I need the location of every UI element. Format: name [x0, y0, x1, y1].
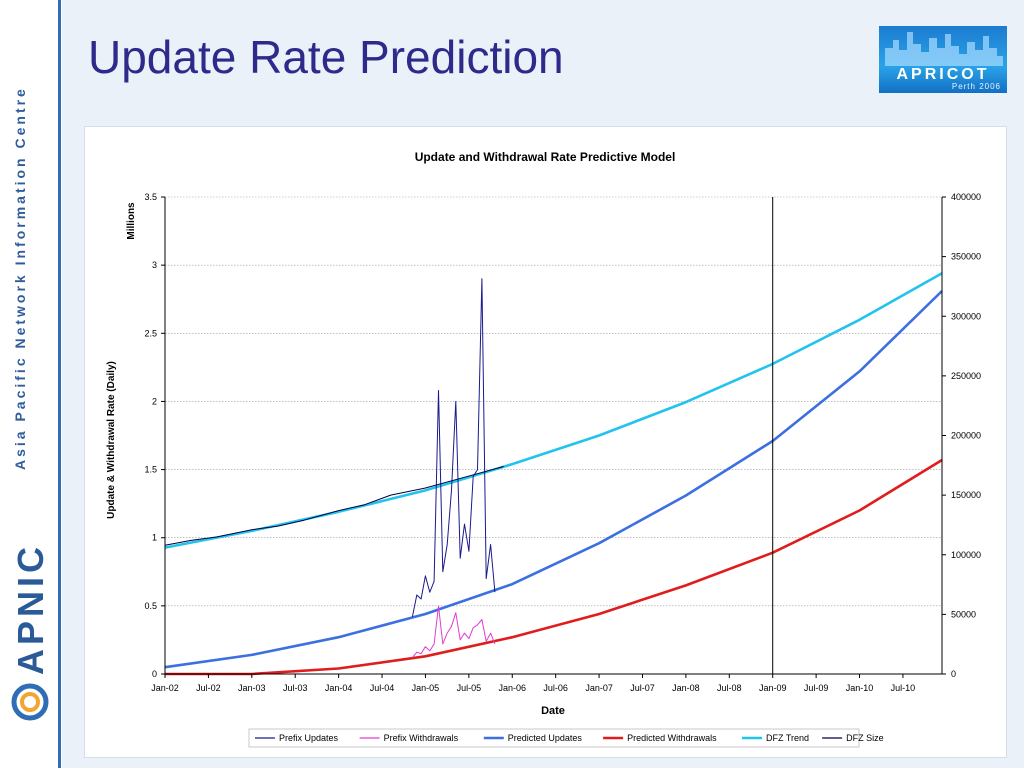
y-tick-label: 0: [152, 669, 157, 679]
y2-tick-label: 400000: [951, 192, 981, 202]
legend-label: Prefix Updates: [279, 733, 339, 743]
legend-label: DFZ Trend: [766, 733, 809, 743]
x-tick-label: Jan-07: [585, 683, 613, 693]
legend-label: DFZ Size: [846, 733, 884, 743]
x-tick-label: Jul-06: [543, 683, 568, 693]
grid-lines: [165, 196, 942, 675]
x-axis-label: Date: [541, 705, 565, 717]
legend-box: [248, 728, 860, 748]
apricot-logo: APRICOT Perth 2006: [879, 26, 1007, 93]
y2-tick-label: 250000: [951, 371, 981, 381]
x-tick-label: Jul-04: [370, 683, 395, 693]
series-dfz-size: [164, 466, 504, 546]
y2-tick-label: 50000: [951, 609, 976, 619]
chart-panel: Update and Withdrawal Rate Predictive Mo…: [84, 126, 1007, 758]
y-tick-label: 2.5: [144, 328, 157, 338]
x-tick-label: Jan-02: [151, 683, 179, 693]
apricot-subtitle: Perth 2006: [951, 82, 1001, 91]
y2-tick-label: 150000: [951, 490, 981, 500]
x-tick-label: Jan-04: [325, 683, 353, 693]
x-tick-label: Jul-08: [717, 683, 742, 693]
apnic-logo: APNIC: [10, 542, 51, 675]
x-tick-label: Jul-07: [630, 683, 655, 693]
legend-label: Prefix Withdrawals: [384, 733, 459, 743]
page-title: Update Rate Prediction: [88, 31, 564, 83]
x-tick-label: Jan-09: [759, 683, 787, 693]
x-tick-label: Jan-06: [498, 683, 526, 693]
city-skyline-icon: [885, 32, 1003, 66]
legend-label: Predicted Withdrawals: [627, 733, 717, 743]
axes: 0 0.5 1 1.5 2 2.5 3 3.5 0 50000 100000 150000 200000…: [144, 192, 981, 693]
y2-tick-label: 300000: [951, 311, 981, 321]
legend: Prefix Updates Prefix Withdrawals Predicte…: [248, 728, 884, 748]
y-tick-label: 1: [152, 533, 157, 543]
x-tick-label: Jan-05: [412, 683, 440, 693]
x-tick-label: Jul-02: [196, 683, 221, 693]
y2-tick-label: 350000: [951, 252, 981, 262]
series-dfz-trend: [164, 272, 943, 549]
y2-tick-label: 200000: [951, 431, 981, 441]
x-tick-label: Jul-03: [283, 683, 308, 693]
apricot-wordmark: APRICOT: [896, 66, 990, 83]
y-tick-label: 2: [152, 396, 157, 406]
x-tick-label: Jan-03: [238, 683, 266, 693]
x-tick-label: Jul-09: [804, 683, 829, 693]
series-lines: [164, 272, 943, 676]
y-axis-label: Update & Withdrawal Rate (Daily): [106, 361, 117, 519]
series-prefix-withdrawals: [412, 605, 496, 658]
sidebar-accent-line: [58, 0, 61, 768]
y-tick-label: 3: [152, 260, 157, 270]
org-name-vertical: Asia Pacific Network Information Centre: [12, 86, 28, 470]
series-prefix-updates: [411, 278, 496, 617]
y-multiplier-label: Millions: [126, 202, 137, 240]
x-tick-label: Jan-10: [846, 683, 874, 693]
x-tick-label: Jul-05: [457, 683, 482, 693]
y2-tick-label: 0: [951, 669, 956, 679]
y-tick-label: 1.5: [144, 465, 157, 475]
series-predicted-withdrawals: [165, 458, 943, 676]
series-predicted-updates: [164, 290, 943, 669]
chart-title: Update and Withdrawal Rate Predictive Mo…: [415, 150, 676, 164]
x-tick-label: Jul-10: [891, 683, 916, 693]
legend-label: Predicted Updates: [508, 733, 583, 743]
x-tick-label: Jan-08: [672, 683, 700, 693]
update-rate-chart: Update and Withdrawal Rate Predictive Mo…: [106, 150, 981, 748]
y-tick-label: 0.5: [144, 601, 157, 611]
y2-tick-label: 100000: [951, 550, 981, 560]
y-tick-label: 3.5: [144, 192, 157, 202]
sidebar-band: [0, 0, 62, 768]
apnic-swirl-icon: [11, 683, 49, 721]
